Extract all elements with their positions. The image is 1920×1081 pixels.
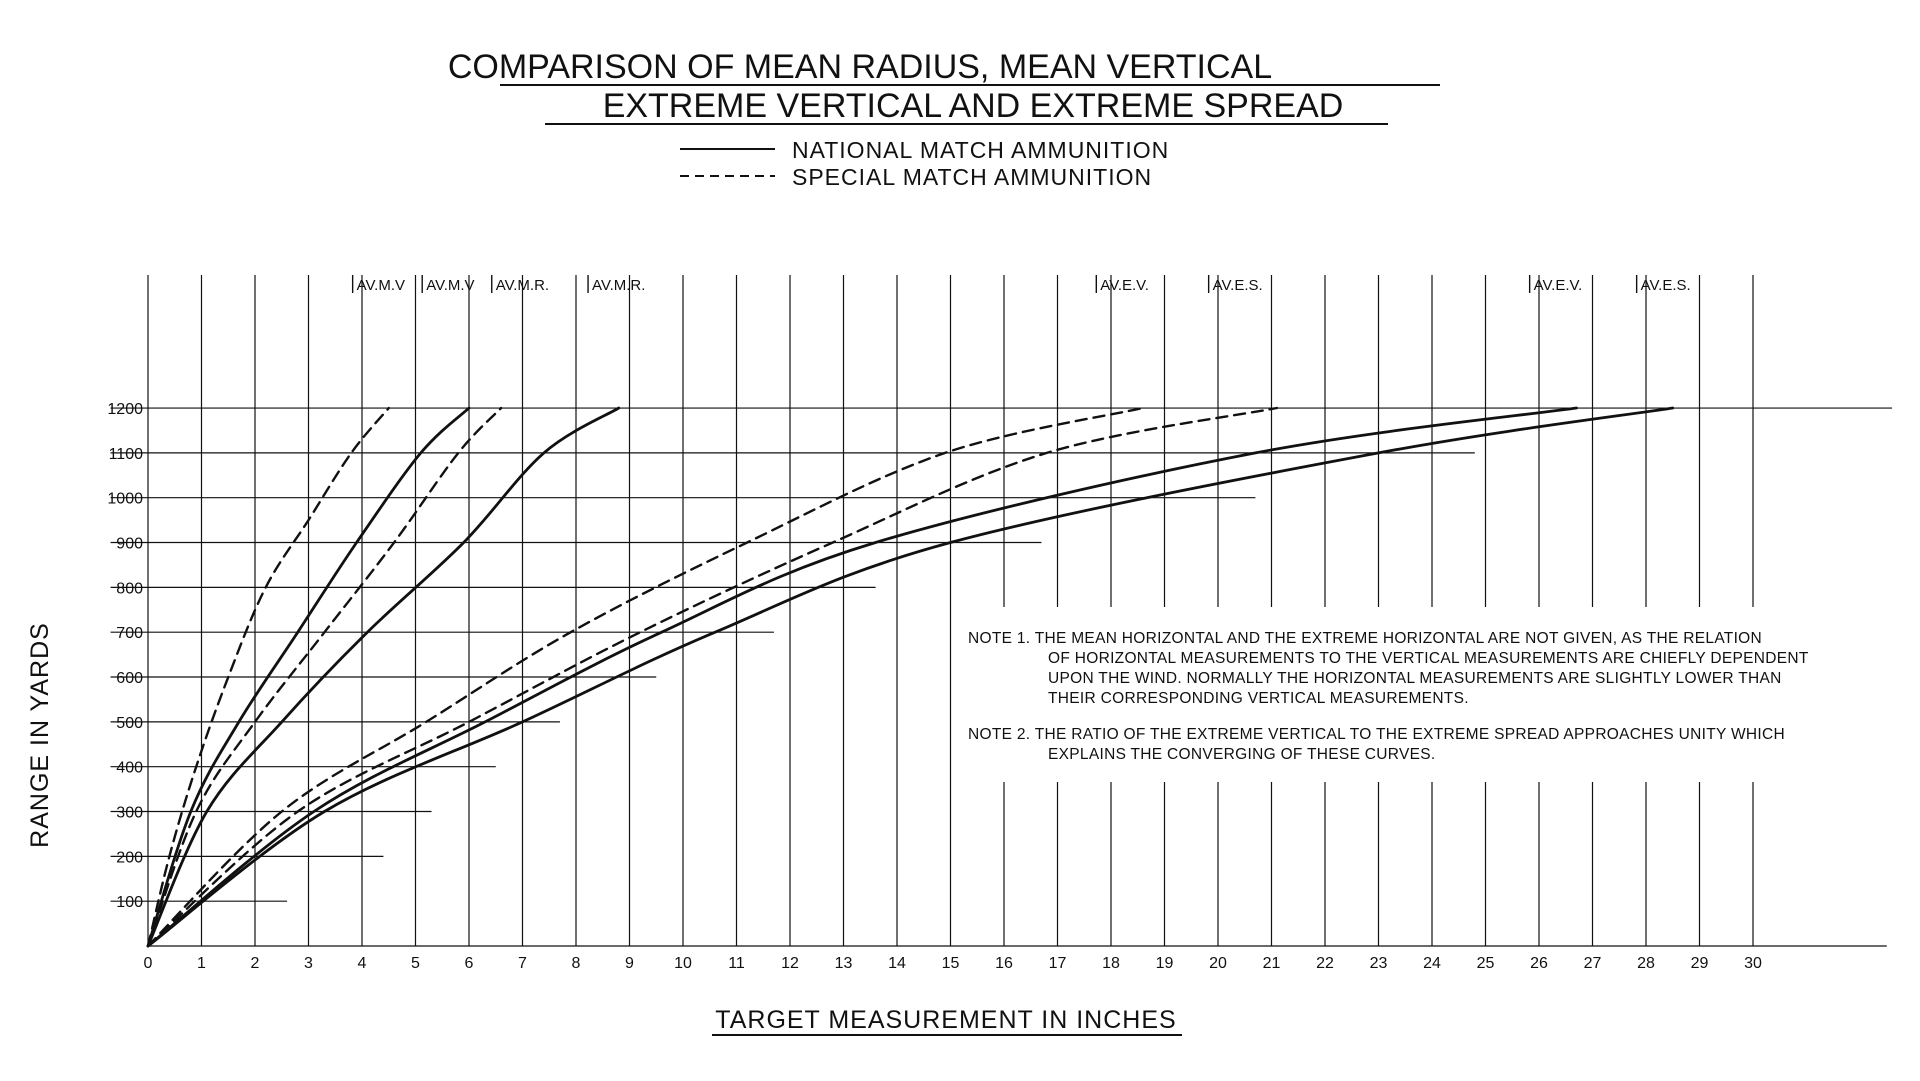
note-1-line-2: OF HORIZONTAL MEASUREMENTS TO THE VERTIC… [1048,650,1809,667]
title-line-2: EXTREME VERTICAL AND EXTREME SPREAD [603,87,1344,125]
y-tick-label-900: 900 [116,536,143,553]
y-axis-label: RANGE IN YARDS [26,622,54,848]
x-tick-label-6: 6 [465,955,474,972]
note-1-line-1: NOTE 1. THE MEAN HORIZONTAL AND THE EXTR… [968,630,1762,647]
y-tick-label-500: 500 [116,715,143,732]
curve-labels: AV.M.V AV.M.V AV.M.R. AV.M.R. AV.E.V. AV.E.S.… [351,275,1691,294]
y-tick-label-300: 300 [116,805,143,822]
x-axis-title: TARGET MEASUREMENT IN INCHES [715,1006,1176,1034]
y-tick-label-100: 100 [116,894,143,911]
legend-dashed-label: SPECIAL MATCH AMMUNITION [792,164,1152,190]
y-tick-labels: 100 200 300 400 500 600 700 800 900 1000 1100 1200 [107,401,143,911]
x-tick-label-3: 3 [304,955,313,972]
x-tick-label-20: 20 [1209,955,1227,972]
x-tick-label-1: 1 [197,955,206,972]
x-tick-label-19: 19 [1156,955,1174,972]
curve-6-dashed [146,406,1279,948]
x-tick-label-9: 9 [625,955,634,972]
curves [146,406,1675,948]
x-tick-label-2: 2 [251,955,260,972]
curve-4-solid [146,406,621,948]
y-tick-label-200: 200 [116,849,143,866]
curve-label-1: AV.M.V [357,277,405,294]
x-tick-label-16: 16 [995,955,1013,972]
x-tick-label-8: 8 [572,955,581,972]
y-tick-label-1000: 1000 [107,491,143,508]
curve-label-2: AV.M.V [426,277,474,294]
x-tick-label-17: 17 [1049,955,1067,972]
x-tick-label-14: 14 [888,955,906,972]
curve-2-solid [146,406,471,948]
y-axis-title: RANGE IN YARDS [26,622,54,848]
note-2-line-2: EXPLAINS THE CONVERGING OF THESE CURVES. [1048,746,1436,763]
grid [110,275,1893,947]
x-tick-label-26: 26 [1530,955,1548,972]
legend: NATIONAL MATCH AMMUNITION SPECIAL MATCH … [680,137,1169,190]
x-tick-label-7: 7 [518,955,527,972]
x-tick-label-23: 23 [1370,955,1388,972]
chart-title: COMPARISON OF MEAN RADIUS, MEAN VERTICAL… [448,48,1440,125]
x-tick-label-5: 5 [411,955,420,972]
y-tick-label-1100: 1100 [109,446,144,463]
x-tick-label-25: 25 [1477,955,1495,972]
x-tick-label-4: 4 [358,955,367,972]
legend-solid-label: NATIONAL MATCH AMMUNITION [792,137,1169,163]
x-tick-label-28: 28 [1637,955,1655,972]
curve-label-4: AV.M.R. [592,277,645,294]
title-line-1: COMPARISON OF MEAN RADIUS, MEAN VERTICAL [448,48,1272,86]
curve-label-5: AV.E.V. [1100,277,1149,294]
x-tick-label-18: 18 [1102,955,1120,972]
curve-7-solid [146,406,1578,948]
curve-label-7: AV.E.V. [1534,277,1583,294]
note-1-line-4: THEIR CORRESPONDING VERTICAL MEASUREMENT… [1048,690,1469,707]
x-tick-label-21: 21 [1263,955,1281,972]
x-tick-label-27: 27 [1584,955,1602,972]
x-tick-label-0: 0 [144,955,153,972]
x-tick-label-15: 15 [942,955,960,972]
curve-label-6: AV.E.S. [1213,277,1263,294]
x-tick-labels: 0 1 2 3 4 5 6 7 8 9 10 11 12 13 14 15 16 17 18 19 20 21 22 23 24… [144,955,1762,972]
note-1-line-3: UPON THE WIND. NORMALLY THE HORIZONTAL M… [1048,670,1782,687]
x-tick-label-29: 29 [1691,955,1709,972]
y-tick-label-800: 800 [116,580,143,597]
x-tick-label-11: 11 [728,955,745,972]
curve-5-dashed [146,406,1145,948]
x-tick-label-13: 13 [835,955,853,972]
curve-3-dashed [146,406,503,948]
notes: NOTE 1. THE MEAN HORIZONTAL AND THE EXTR… [968,630,1809,763]
y-tick-label-1200: 1200 [107,401,143,418]
x-tick-label-22: 22 [1316,955,1334,972]
note-2-line-1: NOTE 2. THE RATIO OF THE EXTREME VERTICA… [968,726,1785,743]
curve-8-solid [146,406,1675,948]
x-tick-label-24: 24 [1423,955,1441,972]
y-tick-label-400: 400 [116,760,143,777]
x-tick-label-10: 10 [674,955,692,972]
y-tick-label-600: 600 [116,670,143,687]
y-tick-label-700: 700 [116,625,143,642]
curve-1-dashed [146,406,390,948]
x-tick-label-30: 30 [1744,955,1762,972]
curve-label-8: AV.E.S. [1641,277,1691,294]
x-tick-label-12: 12 [781,955,799,972]
curve-label-3: AV.M.R. [496,277,549,294]
x-axis-label: TARGET MEASUREMENT IN INCHES [712,1006,1182,1036]
